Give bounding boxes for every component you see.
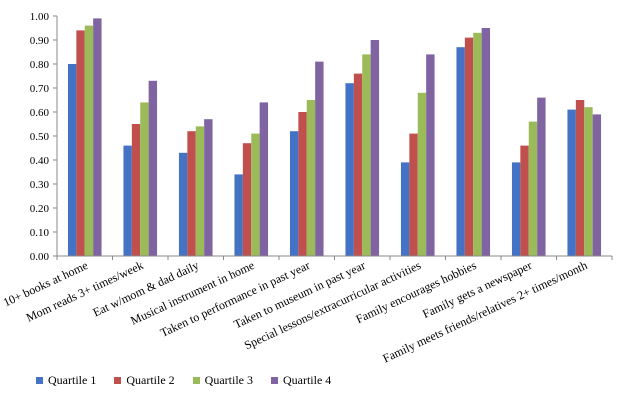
y-tick-label: 0.90 (30, 35, 50, 47)
bar-quartile-2 (131, 124, 141, 256)
bar-quartile-3 (528, 121, 538, 256)
bar-quartile-4 (370, 40, 380, 256)
bar-quartile-4 (148, 80, 158, 256)
legend: Quartile 1 Quartile 2 Quartile 3 Quartil… (36, 373, 331, 388)
bar-quartile-3 (306, 100, 316, 256)
y-tick-label: 0.30 (30, 179, 50, 191)
bar-quartile-1 (234, 174, 243, 256)
bar-quartile-3 (417, 92, 427, 256)
legend-label: Quartile 1 (48, 373, 97, 387)
legend-item-quartile-3: Quartile 3 (192, 373, 253, 388)
bar-quartile-1 (123, 145, 132, 256)
y-tick-label: 0.60 (30, 107, 50, 119)
bar-quartile-1 (511, 162, 521, 256)
bar-quartile-2 (298, 112, 307, 256)
legend-item-quartile-2: Quartile 2 (114, 373, 175, 388)
bar-quartile-2 (242, 143, 252, 256)
legend-swatch-quartile-4 (270, 377, 278, 384)
bar-quartile-1 (345, 83, 354, 256)
bar-quartile-3 (251, 133, 260, 256)
bar-quartile-2 (353, 73, 363, 256)
bar-quartile-1 (400, 162, 410, 256)
bar-quartile-2 (520, 145, 529, 256)
y-tick-label: 0.00 (30, 251, 50, 263)
y-tick-label: 1.00 (30, 11, 50, 23)
legend-swatch-quartile-2 (114, 377, 122, 384)
bar-quartile-3 (473, 32, 482, 256)
bars (67, 18, 602, 257)
bar-quartile-4 (481, 28, 491, 256)
bar-quartile-2 (187, 131, 196, 256)
bar-quartile-4 (537, 97, 546, 256)
bar-quartile-1 (289, 131, 299, 256)
bar-quartile-4 (93, 18, 102, 257)
bar-quartile-3 (362, 54, 371, 257)
bar-quartile-1 (67, 64, 77, 256)
legend-swatch-quartile-1 (36, 377, 43, 384)
y-tick-label: 0.50 (30, 131, 50, 143)
bar-quartile-4 (315, 61, 324, 256)
y-tick-label: 0.10 (30, 227, 50, 239)
bar-quartile-1 (178, 152, 188, 256)
bar-quartile-4 (592, 114, 602, 257)
bar-quartile-1 (456, 47, 465, 257)
y-axis: 0.00 0.10 0.20 0.30 0.40 0.50 0.60 0.70 0.80 0.90… (30, 11, 58, 263)
bar-quartile-3 (584, 107, 593, 256)
legend-label: Quartile 2 (126, 373, 175, 387)
bar-quartile-3 (195, 126, 205, 257)
bar-quartile-4 (204, 119, 213, 256)
y-tick-label: 0.70 (30, 83, 50, 95)
bar-quartile-3 (84, 25, 94, 256)
legend-swatch-quartile-3 (192, 377, 200, 384)
legend-item-quartile-1: Quartile 1 (36, 373, 96, 388)
legend-label: Quartile 4 (282, 373, 332, 387)
bar-quartile-3 (140, 102, 149, 257)
bar-quartile-4 (259, 102, 269, 257)
legend-item-quartile-4: Quartile 4 (270, 373, 332, 388)
bar-quartile-2 (464, 37, 474, 256)
bar-quartile-2 (76, 30, 85, 257)
y-tick-label: 0.80 (30, 59, 50, 71)
bar-quartile-1 (567, 109, 576, 256)
bar-quartile-2 (575, 100, 585, 256)
bar-quartile-4 (426, 54, 435, 257)
y-tick-label: 0.20 (30, 203, 50, 215)
y-tick-label: 0.40 (30, 155, 50, 167)
legend-label: Quartile 3 (204, 373, 253, 387)
bar-quartile-2 (409, 133, 418, 256)
